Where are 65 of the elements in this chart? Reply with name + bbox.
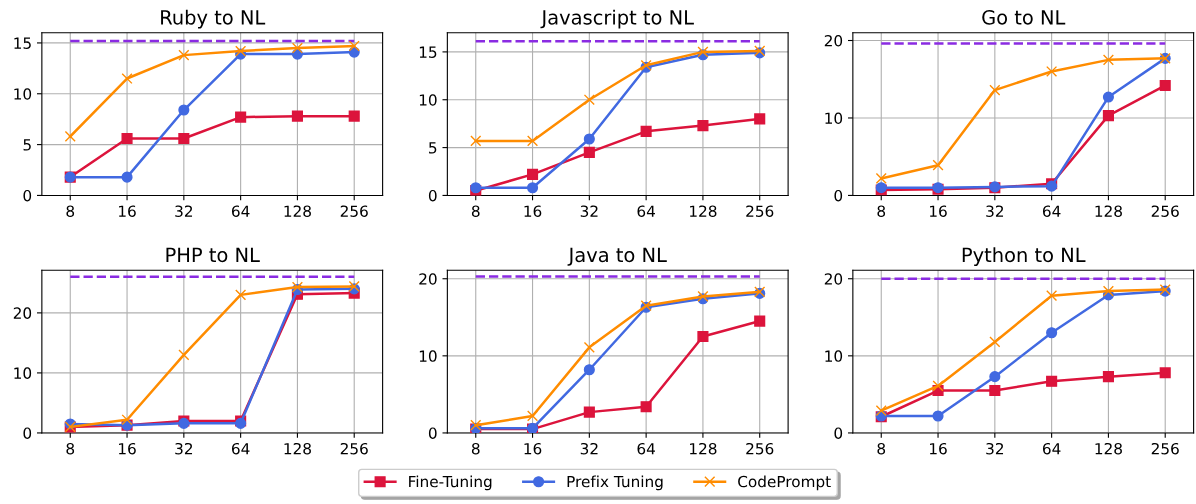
x-tick-label: 256 xyxy=(1151,205,1179,217)
x-tick-label: 32 xyxy=(175,442,193,455)
x-tick-label: 16 xyxy=(119,442,136,455)
y-tick-label: 15 xyxy=(419,46,437,58)
x-tick-label: 32 xyxy=(580,205,598,217)
y-tick-label: 5 xyxy=(429,142,437,154)
y-tick-label: 20 xyxy=(419,273,437,285)
x-tick-label: 128 xyxy=(690,205,717,217)
x-tick-label: 128 xyxy=(1095,442,1122,455)
x-tick-label: 128 xyxy=(690,442,717,455)
x-tick-label: 8 xyxy=(877,442,886,455)
y-tick-label: 0 xyxy=(834,427,843,439)
x-tick-label: 64 xyxy=(637,205,655,217)
x-tick-label: 64 xyxy=(231,442,250,455)
x-tick-label: 8 xyxy=(471,205,480,217)
x-tick-label: 16 xyxy=(930,442,947,455)
x-tick-label: 256 xyxy=(746,442,774,455)
legend-label: Fine-Tuning xyxy=(409,475,492,491)
y-tick-label: 10 xyxy=(825,350,843,362)
x-tick-label: 256 xyxy=(746,205,774,217)
x-tick-label: 64 xyxy=(1042,442,1061,455)
chart-title: PHP to NL xyxy=(166,247,260,263)
x-tick-label: 16 xyxy=(524,442,542,455)
y-tick-label: 0 xyxy=(834,189,843,202)
y-tick-label: 0 xyxy=(23,189,32,202)
x-tick-label: 32 xyxy=(580,442,598,455)
x-tick-label: 16 xyxy=(524,205,542,217)
x-tick-label: 256 xyxy=(340,442,368,455)
x-tick-label: 256 xyxy=(1151,442,1179,455)
x-tick-label: 256 xyxy=(340,205,368,217)
chart-title: Ruby to NL xyxy=(161,9,266,29)
x-tick-label: 64 xyxy=(231,205,250,217)
x-tick-label: 8 xyxy=(471,442,480,455)
y-tick-label: 10 xyxy=(825,112,843,124)
x-tick-label: 128 xyxy=(284,442,311,455)
x-tick-label: 32 xyxy=(986,442,1004,455)
y-tick-label: 20 xyxy=(824,34,843,47)
x-tick-label: 128 xyxy=(1095,205,1122,217)
y-tick-label: 20 xyxy=(824,273,843,285)
chart-title: Java to NL xyxy=(567,247,667,266)
legend-label: CodePrompt xyxy=(738,475,831,491)
x-tick-label: 64 xyxy=(1042,205,1061,217)
x-tick-label: 16 xyxy=(930,205,947,217)
x-tick-label: 32 xyxy=(986,205,1004,217)
y-tick-label: 0 xyxy=(23,427,32,439)
y-tick-label: 10 xyxy=(14,367,32,379)
y-tick-label: 0 xyxy=(428,189,437,202)
x-tick-label: 8 xyxy=(877,205,886,217)
x-tick-label: 8 xyxy=(66,205,75,217)
x-tick-label: 32 xyxy=(175,205,193,217)
y-tick-label: 0 xyxy=(428,427,437,439)
legend-label: Prefix Tuning xyxy=(567,475,663,491)
y-tick-label: 10 xyxy=(419,94,437,106)
x-tick-label: 16 xyxy=(119,205,136,217)
y-tick-label: 20 xyxy=(13,307,32,319)
y-tick-label: 15 xyxy=(14,37,31,49)
chart-title: Javascript to NL xyxy=(540,9,694,29)
y-tick-label: 10 xyxy=(14,88,32,100)
chart-title: Go to NL xyxy=(982,10,1066,25)
chart-title: Python to NL xyxy=(962,247,1086,266)
x-tick-label: 128 xyxy=(284,205,311,217)
x-tick-label: 64 xyxy=(637,442,655,455)
y-tick-label: 10 xyxy=(419,350,437,362)
y-tick-label: 5 xyxy=(23,139,31,151)
x-tick-label: 8 xyxy=(66,442,75,455)
